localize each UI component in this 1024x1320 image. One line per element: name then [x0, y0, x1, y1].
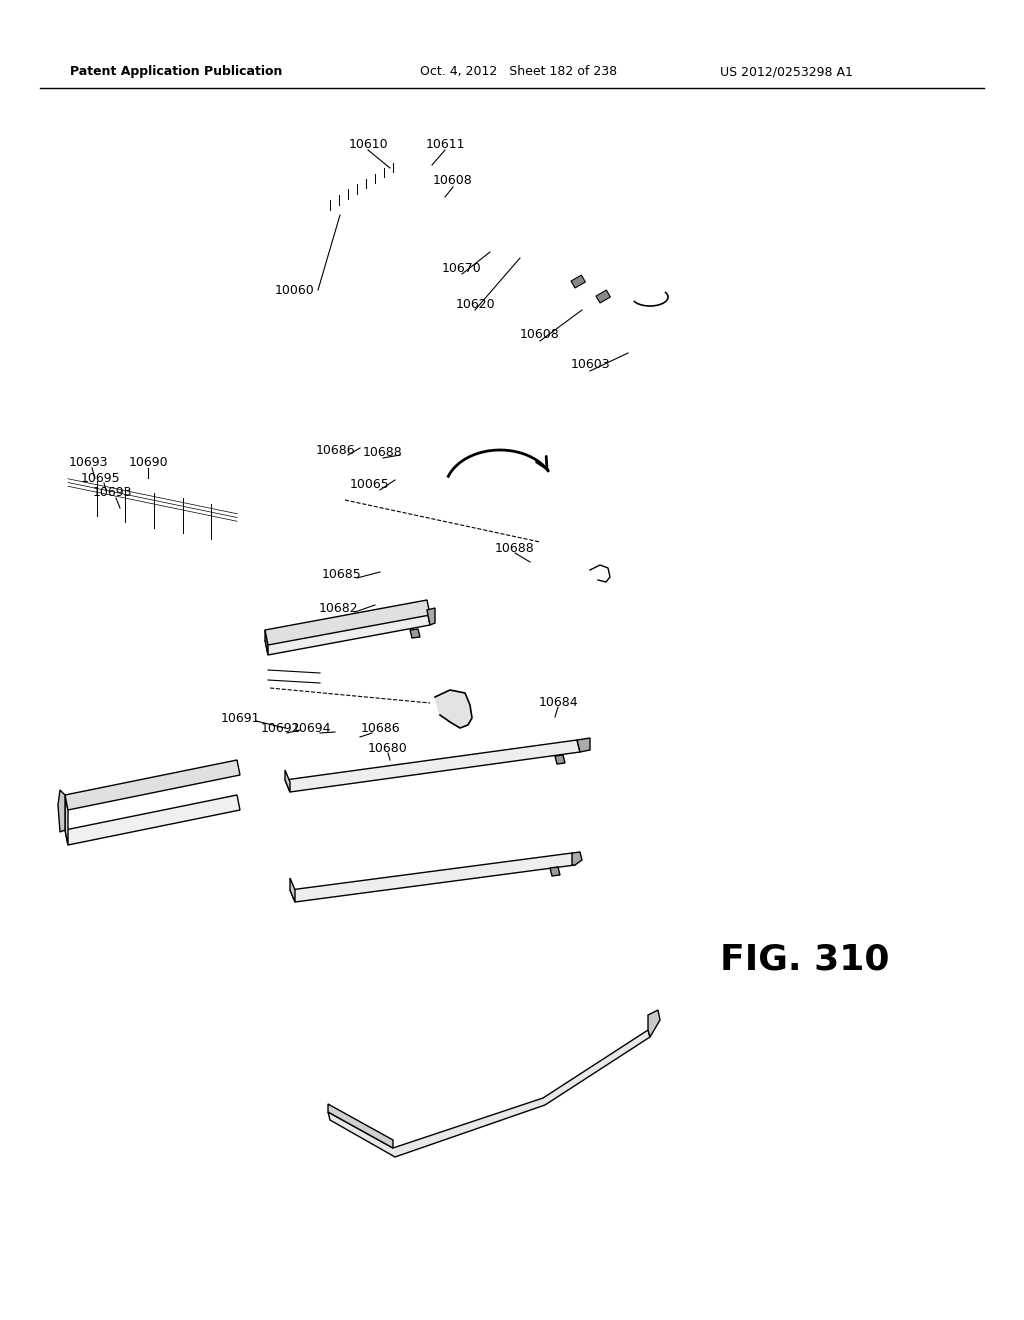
Text: 10670: 10670	[442, 261, 482, 275]
Polygon shape	[65, 795, 240, 845]
Polygon shape	[572, 851, 582, 865]
Text: US 2012/0253298 A1: US 2012/0253298 A1	[720, 66, 853, 78]
Polygon shape	[265, 610, 430, 655]
Bar	[571, 275, 586, 288]
Polygon shape	[65, 795, 68, 845]
Polygon shape	[265, 630, 268, 655]
Bar	[596, 290, 610, 304]
Polygon shape	[328, 1030, 650, 1158]
Text: 10688: 10688	[364, 446, 402, 459]
Text: 10692: 10692	[260, 722, 300, 734]
Text: Patent Application Publication: Patent Application Publication	[70, 66, 283, 78]
Text: 10065: 10065	[350, 479, 390, 491]
Text: 10611: 10611	[425, 139, 465, 152]
Polygon shape	[427, 609, 435, 624]
Text: 10610: 10610	[348, 139, 388, 152]
Text: 10608: 10608	[433, 173, 473, 186]
Text: FIG. 310: FIG. 310	[720, 942, 890, 977]
Text: 10680: 10680	[368, 742, 408, 755]
Text: 10693: 10693	[92, 487, 132, 499]
Polygon shape	[290, 878, 295, 902]
Polygon shape	[265, 601, 430, 645]
Text: 10694: 10694	[291, 722, 331, 734]
Text: 10688: 10688	[496, 541, 535, 554]
Text: 10686: 10686	[315, 444, 354, 457]
Text: 10690: 10690	[128, 457, 168, 470]
Polygon shape	[550, 867, 560, 876]
Polygon shape	[285, 770, 290, 792]
Text: 10603: 10603	[570, 359, 610, 371]
Text: 10684: 10684	[539, 696, 578, 709]
Polygon shape	[555, 755, 565, 764]
Polygon shape	[648, 1010, 660, 1038]
Text: 10682: 10682	[318, 602, 357, 615]
Polygon shape	[577, 738, 590, 752]
Polygon shape	[58, 789, 65, 832]
Text: 10691: 10691	[220, 711, 260, 725]
Polygon shape	[328, 1104, 393, 1148]
Text: 10608: 10608	[520, 329, 560, 342]
Polygon shape	[65, 760, 240, 810]
Polygon shape	[435, 690, 472, 729]
Text: 10695: 10695	[80, 471, 120, 484]
Text: 10693: 10693	[69, 457, 108, 470]
Text: 10060: 10060	[275, 284, 314, 297]
Text: 10620: 10620	[456, 298, 495, 312]
Text: 10686: 10686	[360, 722, 399, 734]
Polygon shape	[290, 853, 575, 902]
Polygon shape	[410, 630, 420, 638]
Text: 10685: 10685	[323, 569, 361, 582]
Text: Oct. 4, 2012   Sheet 182 of 238: Oct. 4, 2012 Sheet 182 of 238	[420, 66, 617, 78]
Polygon shape	[285, 741, 580, 792]
